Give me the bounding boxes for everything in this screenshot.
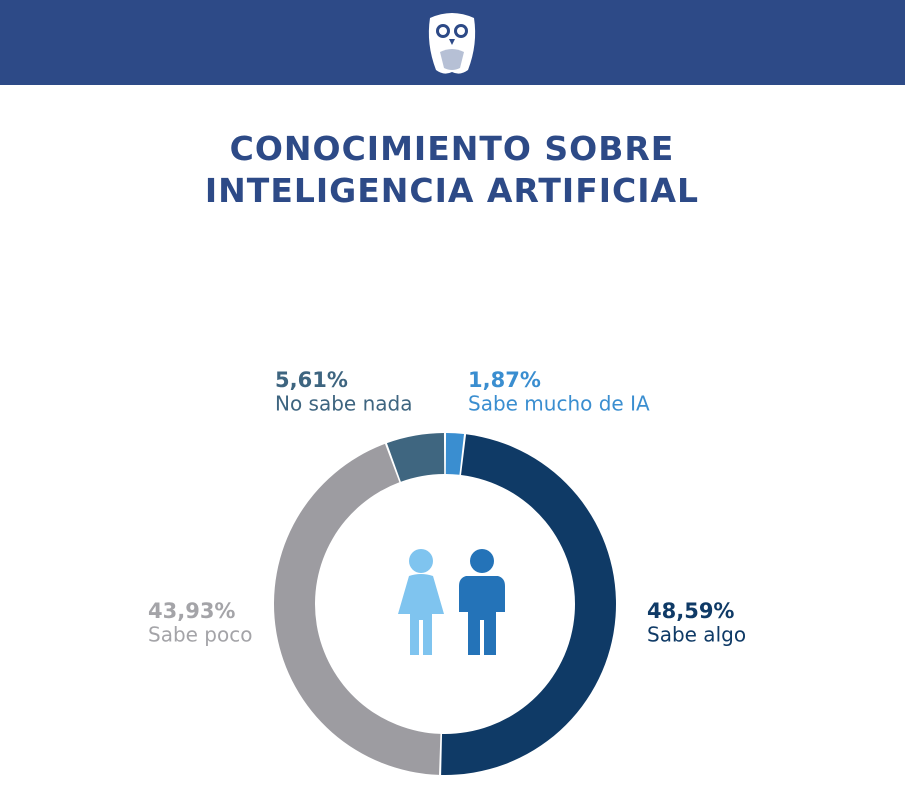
category-label: Sabe mucho de IA bbox=[468, 392, 650, 416]
donut-segment bbox=[274, 443, 441, 775]
donut-segment bbox=[445, 433, 465, 475]
value-label: 43,93% bbox=[148, 599, 235, 623]
people-icon bbox=[398, 549, 505, 655]
category-label: Sabe poco bbox=[148, 623, 252, 647]
owl-logo bbox=[428, 13, 476, 74]
header-bar bbox=[0, 0, 905, 85]
donut-segment bbox=[386, 433, 445, 482]
value-label: 1,87% bbox=[468, 368, 541, 392]
chart-title: CONOCIMIENTO SOBRE INTELIGENCIA ARTIFICI… bbox=[204, 129, 700, 210]
value-label: 5,61% bbox=[275, 368, 348, 392]
donut-segment bbox=[441, 434, 616, 775]
category-label: No sabe nada bbox=[275, 392, 412, 416]
category-label: Sabe algo bbox=[647, 623, 746, 647]
value-label: 48,59% bbox=[647, 599, 734, 623]
